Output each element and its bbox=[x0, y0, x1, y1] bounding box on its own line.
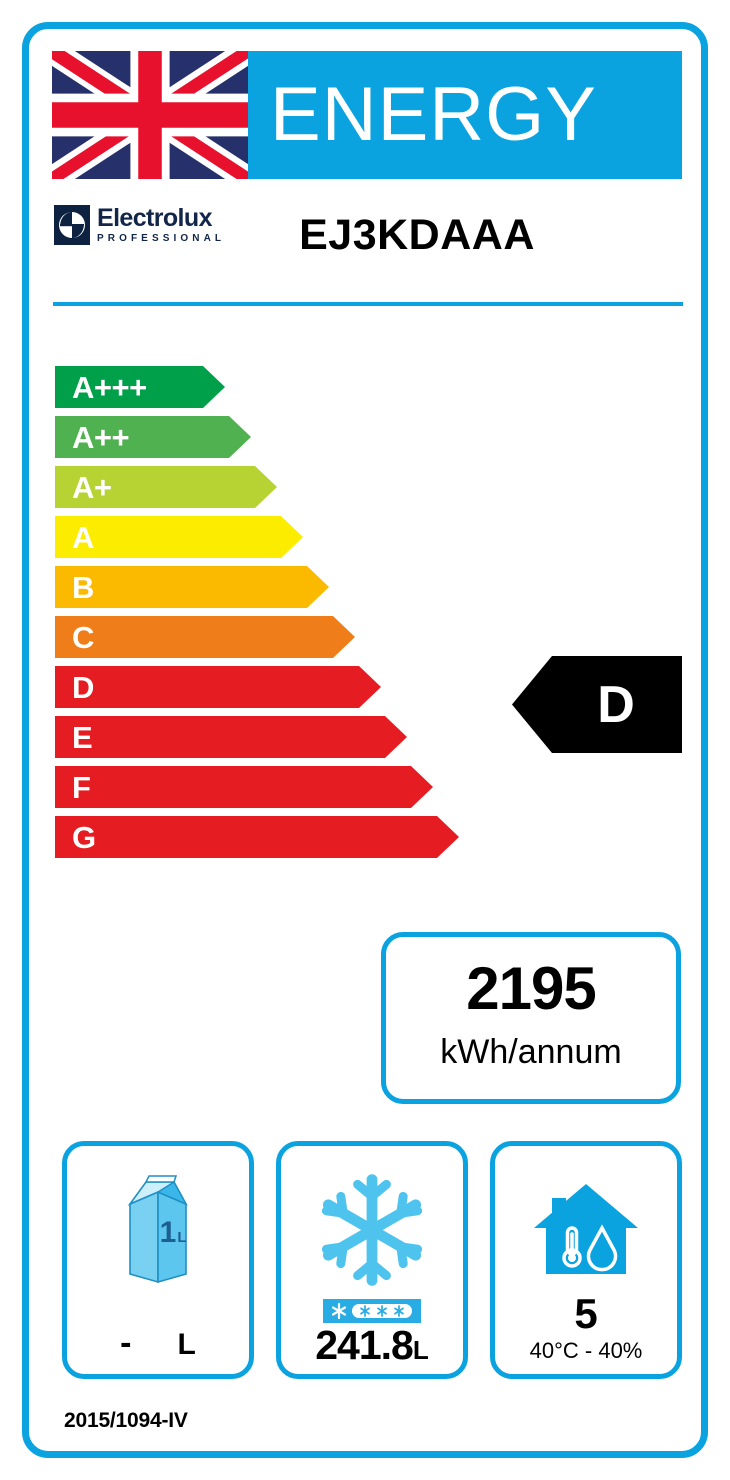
brand-logo-text: Electrolux PROFESSIONAL bbox=[97, 205, 225, 244]
regulation-reference: 2015/1094-IV bbox=[64, 1409, 188, 1432]
electrolux-logo-icon bbox=[54, 205, 90, 245]
energy-class-row: G bbox=[55, 816, 675, 858]
energy-class-scale: A+++ A++ A+ A B C D E F G bbox=[55, 366, 675, 874]
climate-conditions: 40°C - 40% bbox=[529, 1338, 643, 1363]
energy-class-label: F bbox=[72, 769, 91, 805]
energy-class-label: G bbox=[72, 819, 96, 855]
label-header: ENERGY bbox=[52, 51, 682, 179]
annual-consumption-box: 2195 kWh/annum bbox=[381, 932, 681, 1104]
freezer-star-rating-icon bbox=[323, 1299, 421, 1323]
info-boxes-row: 1 L - L bbox=[62, 1141, 682, 1379]
brand-name: Electrolux bbox=[97, 204, 212, 232]
energy-class-bar-C: C bbox=[55, 616, 355, 658]
energy-label: ENERGY Electrolux PROFESSIONAL EJ3KDAAA … bbox=[22, 22, 708, 1458]
freezer-volume-unit: L bbox=[412, 1335, 429, 1365]
energy-title: ENERGY bbox=[270, 72, 597, 157]
energy-class-label: E bbox=[72, 719, 93, 755]
fresh-food-volume-box: 1 L - L bbox=[62, 1141, 254, 1379]
brand-logo: Electrolux PROFESSIONAL bbox=[54, 205, 225, 245]
energy-class-label: A+++ bbox=[72, 369, 147, 405]
freezer-volume-line: 241.8L bbox=[281, 1325, 463, 1366]
energy-class-label: C bbox=[72, 619, 94, 655]
uk-flag-icon bbox=[52, 51, 248, 179]
energy-class-bar-F: F bbox=[55, 766, 433, 808]
energy-class-row: A bbox=[55, 516, 675, 558]
energy-class-row: A+ bbox=[55, 466, 675, 508]
model-name: EJ3KDAAA bbox=[299, 211, 535, 259]
energy-class-label: A bbox=[72, 519, 94, 555]
energy-class-bar-A: A bbox=[55, 516, 303, 558]
snowflake-icon bbox=[281, 1160, 463, 1300]
climate-class-box: 5 40°C - 40% bbox=[490, 1141, 682, 1379]
energy-class-bar-Aplus: A+ bbox=[55, 466, 277, 508]
climate-class-value: 5 bbox=[574, 1290, 598, 1337]
annual-consumption-unit: kWh/annum bbox=[440, 1033, 622, 1071]
energy-class-row: C bbox=[55, 616, 675, 658]
header-divider bbox=[53, 302, 683, 306]
fresh-food-value: - bbox=[120, 1324, 132, 1362]
svg-text:L: L bbox=[177, 1229, 186, 1246]
climate-footer: 5 40°C - 40% bbox=[495, 1293, 677, 1362]
energy-class-row: E bbox=[55, 716, 675, 758]
energy-class-row: A+++ bbox=[55, 366, 675, 408]
svg-text:1: 1 bbox=[160, 1216, 177, 1249]
energy-class-row: D bbox=[55, 666, 675, 708]
energy-banner: ENERGY bbox=[248, 51, 682, 179]
energy-class-label: A+ bbox=[72, 469, 112, 505]
energy-class-bar-E: E bbox=[55, 716, 407, 758]
energy-class-bar-G: G bbox=[55, 816, 459, 858]
freezer-volume-value: 241.8 bbox=[315, 1322, 414, 1368]
energy-class-label: A++ bbox=[72, 419, 130, 455]
energy-class-bar-B: B bbox=[55, 566, 329, 608]
energy-class-row: A++ bbox=[55, 416, 675, 458]
fresh-food-unit: L bbox=[177, 1328, 196, 1361]
rating-letter: D bbox=[597, 675, 635, 734]
freezer-volume-box: 241.8L bbox=[276, 1141, 468, 1379]
fresh-food-footer: - L bbox=[67, 1326, 249, 1360]
energy-class-bar-Aplusplus: A++ bbox=[55, 416, 251, 458]
energy-class-bar-Aplusplusplus: A+++ bbox=[55, 366, 225, 408]
energy-class-label: D bbox=[72, 669, 94, 705]
freezer-footer: 241.8L bbox=[281, 1299, 463, 1366]
brand-row: Electrolux PROFESSIONAL EJ3KDAAA bbox=[52, 197, 682, 283]
house-climate-icon bbox=[495, 1160, 677, 1300]
brand-subtitle: PROFESSIONAL bbox=[97, 233, 226, 244]
energy-class-row: F bbox=[55, 766, 675, 808]
energy-class-label: B bbox=[72, 569, 94, 605]
energy-class-bar-D: D bbox=[55, 666, 381, 708]
energy-class-row: B bbox=[55, 566, 675, 608]
rating-arrow: D bbox=[512, 656, 682, 753]
milk-carton-icon: 1 L bbox=[67, 1160, 249, 1300]
annual-consumption-value: 2195 bbox=[466, 955, 596, 1022]
